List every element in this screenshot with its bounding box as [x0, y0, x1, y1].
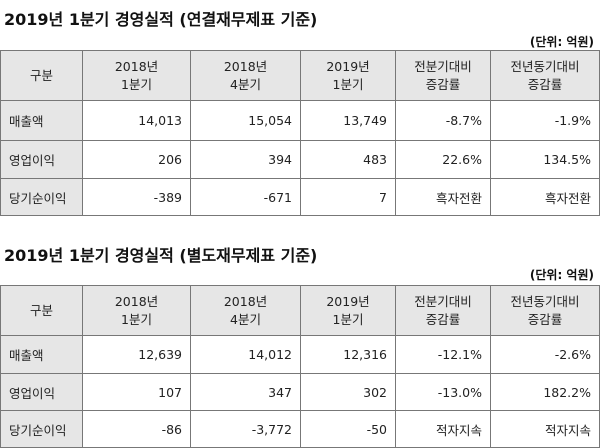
unit-label: (단위: 억원)	[529, 268, 594, 282]
header-text: 2018년	[114, 58, 159, 74]
header-cell: 구분	[0, 285, 83, 336]
row-label: 당기순이익	[0, 178, 83, 216]
header-cell: 2018년 4분기	[190, 50, 301, 101]
data-table: 구분 2018년 1분기 2018년 4분기 2019년 1분기 전분기대비 증감률 전년동기대비…	[0, 285, 600, 448]
header-text: 증감률	[425, 76, 461, 92]
value-cell: -389	[82, 178, 191, 216]
value-cell: 22.6%	[395, 140, 491, 179]
header-text: 전년동기대비	[510, 293, 580, 309]
header-text: 전분기대비	[414, 293, 472, 309]
row-label: 매출액	[0, 335, 83, 374]
header-cell: 2018년 1분기	[82, 50, 191, 101]
value-cell: 흑자전환	[490, 178, 600, 216]
value-cell: 302	[300, 373, 396, 411]
header-text: 전년동기대비	[510, 58, 580, 74]
value-cell: 206	[82, 140, 191, 179]
value-cell: -2.6%	[490, 335, 600, 374]
data-table: 구분 2018년 1분기 2018년 4분기 2019년 1분기 전분기대비 증감률 전년동기대비…	[0, 50, 600, 216]
header-cell: 2019년 1분기	[300, 50, 396, 101]
section-title: 2019년 1분기 경영실적 (연결재무제표 기준)	[4, 10, 318, 29]
row-label: 매출액	[0, 100, 83, 141]
header-text: 2019년	[326, 58, 370, 74]
header-cell: 구분	[0, 50, 83, 101]
data-row: 당기순이익 -389 -671 7 흑자전환 흑자전환	[0, 178, 600, 216]
header-text: 구분	[29, 302, 53, 318]
header-text: 2019년	[326, 293, 370, 309]
header-text: 증감률	[425, 311, 461, 327]
value-cell: 7	[300, 178, 396, 216]
header-text: 1분기	[332, 311, 364, 327]
value-cell: 483	[300, 140, 396, 179]
header-text: 증감률	[527, 311, 563, 327]
value-cell: 15,054	[190, 100, 301, 141]
data-row: 영업이익 107 347 302 -13.0% 182.2%	[0, 373, 600, 411]
header-text: 4분기	[230, 311, 261, 327]
header-text: 전분기대비	[414, 58, 472, 74]
value-cell: 14,013	[82, 100, 191, 141]
data-row: 매출액 12,639 14,012 12,316 -12.1% -2.6%	[0, 335, 600, 374]
value-cell: 적자지속	[490, 410, 600, 448]
data-row: 영업이익 206 394 483 22.6% 134.5%	[0, 140, 600, 179]
header-text: 증감률	[527, 76, 563, 92]
value-cell: -8.7%	[395, 100, 491, 141]
value-cell: -1.9%	[490, 100, 600, 141]
data-row: 당기순이익 -86 -3,772 -50 적자지속 적자지속	[0, 410, 600, 448]
value-cell: 적자지속	[395, 410, 491, 448]
unit-label: (단위: 억원)	[529, 35, 594, 49]
value-cell: -86	[82, 410, 191, 448]
value-cell: -3,772	[190, 410, 301, 448]
value-cell: 12,639	[82, 335, 191, 374]
header-text: 1분기	[332, 76, 364, 92]
header-cell: 2018년 4분기	[190, 285, 301, 336]
section-title: 2019년 1분기 경영실적 (별도재무제표 기준)	[4, 246, 318, 265]
header-cell: 2018년 1분기	[82, 285, 191, 336]
row-label: 영업이익	[0, 373, 83, 411]
header-text: 1분기	[121, 76, 152, 92]
value-cell: -13.0%	[395, 373, 491, 411]
value-cell: 14,012	[190, 335, 301, 374]
value-cell: -12.1%	[395, 335, 491, 374]
header-row: 구분 2018년 1분기 2018년 4분기 2019년 1분기 전분기대비 증감률 전년동기대비…	[0, 50, 600, 101]
value-cell: -671	[190, 178, 301, 216]
header-text: 구분	[29, 67, 53, 83]
value-cell: 13,749	[300, 100, 396, 141]
header-text: 2018년	[223, 58, 268, 74]
row-label: 영업이익	[0, 140, 83, 179]
header-text: 2018년	[114, 293, 159, 309]
header-row: 구분 2018년 1분기 2018년 4분기 2019년 1분기 전분기대비 증감률 전년동기대비…	[0, 285, 600, 336]
value-cell: 흑자전환	[395, 178, 491, 216]
value-cell: 12,316	[300, 335, 396, 374]
header-cell: 2019년 1분기	[300, 285, 396, 336]
data-row: 매출액 14,013 15,054 13,749 -8.7% -1.9%	[0, 100, 600, 141]
value-cell: 107	[82, 373, 191, 411]
value-cell: 182.2%	[490, 373, 600, 411]
value-cell: 394	[190, 140, 301, 179]
header-text: 2018년	[223, 293, 268, 309]
header-text: 4분기	[230, 76, 261, 92]
value-cell: 347	[190, 373, 301, 411]
value-cell: -50	[300, 410, 396, 448]
header-text: 1분기	[121, 311, 152, 327]
value-cell: 134.5%	[490, 140, 600, 179]
row-label: 당기순이익	[0, 410, 83, 448]
